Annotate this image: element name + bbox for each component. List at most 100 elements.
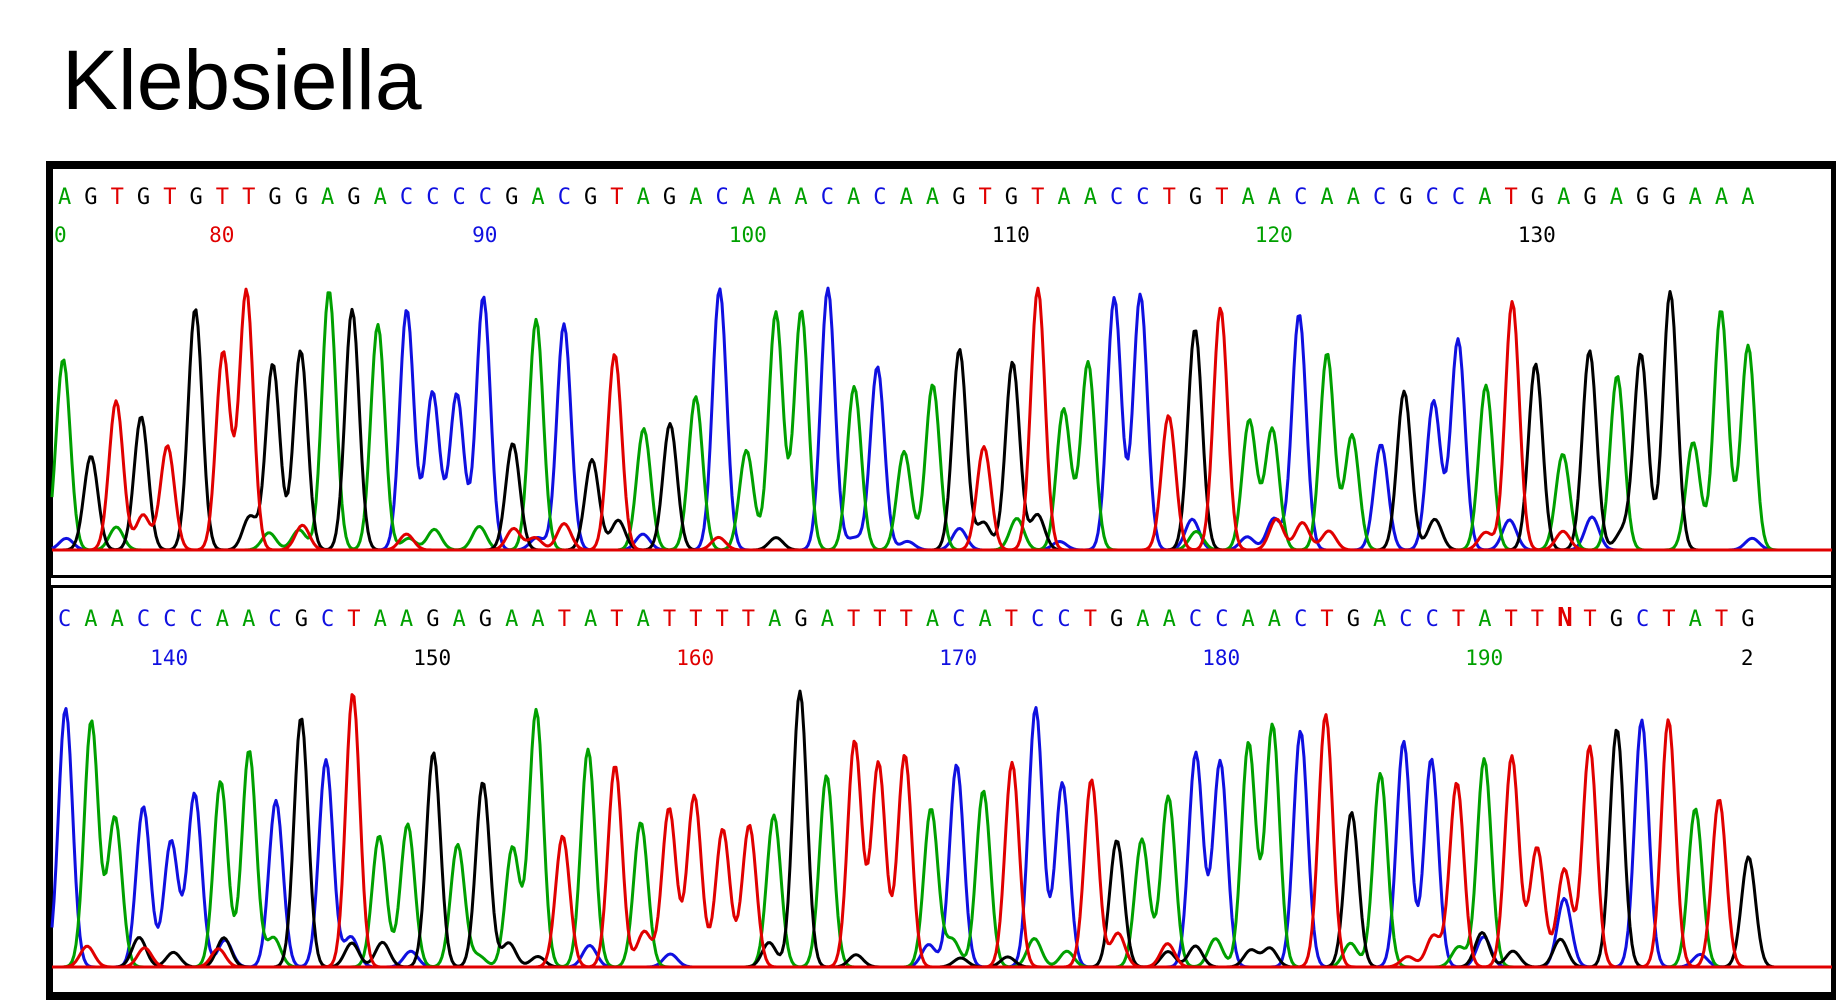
base-call: A	[1268, 607, 1281, 632]
base-call: G	[663, 185, 676, 210]
base-call: A	[689, 185, 702, 210]
base-call: A	[926, 607, 939, 632]
base-call: C	[1189, 607, 1202, 632]
base-call: T	[610, 185, 623, 210]
base-call: C	[479, 185, 492, 210]
position-label: 120	[1255, 223, 1293, 247]
base-call: G	[1347, 607, 1360, 632]
base-call: A	[531, 185, 544, 210]
base-call: A	[768, 607, 781, 632]
base-call: G	[505, 185, 518, 210]
position-label: 80	[209, 223, 234, 247]
base-call: T	[1662, 607, 1675, 632]
position-label: 100	[729, 223, 767, 247]
base-call: C	[1057, 607, 1070, 632]
base-call: A	[794, 185, 807, 210]
base-call: A	[1689, 185, 1702, 210]
base-call: C	[321, 607, 334, 632]
position-label-row: 140 150 160 170 180 190 2	[150, 646, 1753, 670]
base-call: A	[1057, 185, 1070, 210]
base-call: A	[111, 607, 124, 632]
base-call: G	[794, 607, 807, 632]
base-call: C	[1399, 607, 1412, 632]
base-call: T	[1215, 185, 1228, 210]
base-call: A	[637, 607, 650, 632]
base-call: T	[979, 185, 992, 210]
position-label: 130	[1518, 223, 1556, 247]
base-call: G	[952, 185, 965, 210]
base-call: C	[400, 185, 413, 210]
base-call: A	[1478, 185, 1491, 210]
base-call: A	[1347, 185, 1360, 210]
base-call: C	[1452, 185, 1465, 210]
base-call: T	[216, 185, 229, 210]
base-call: A	[321, 185, 334, 210]
position-label: 180	[1202, 646, 1240, 670]
position-label: 0	[54, 223, 67, 247]
base-call: A	[637, 185, 650, 210]
base-call: T	[1031, 185, 1044, 210]
base-call: C	[1294, 185, 1307, 210]
base-call: A	[58, 185, 71, 210]
trace-layer	[50, 286, 1832, 552]
base-call: A	[505, 607, 518, 632]
base-call: A	[979, 607, 992, 632]
base-call: C	[1373, 185, 1386, 210]
base-call: C	[873, 185, 886, 210]
base-call: C	[1426, 185, 1439, 210]
trace-T	[52, 286, 1832, 552]
base-call: A	[847, 185, 860, 210]
base-call: C	[1426, 607, 1439, 632]
base-call: G	[479, 607, 492, 632]
base-call: T	[663, 607, 676, 632]
position-label: 90	[472, 223, 497, 247]
base-call: T	[242, 185, 255, 210]
base-call: G	[1189, 185, 1202, 210]
page-title: Klebsiella	[62, 33, 422, 127]
base-call: A	[242, 607, 255, 632]
base-call: C	[1031, 607, 1044, 632]
base-call: T	[1005, 607, 1018, 632]
base-call: G	[295, 607, 308, 632]
base-call: T	[1531, 607, 1544, 632]
base-call: G	[426, 607, 439, 632]
base-call: A	[400, 607, 413, 632]
base-call: C	[58, 607, 71, 632]
base-call: A	[1163, 607, 1176, 632]
base-call: G	[1583, 185, 1596, 210]
base-call: T	[1163, 185, 1176, 210]
position-label: 140	[150, 646, 188, 670]
base-call: A	[1689, 607, 1702, 632]
base-call: C	[453, 185, 466, 210]
base-call: A	[584, 607, 597, 632]
base-call: C	[952, 607, 965, 632]
base-call: G	[1005, 185, 1018, 210]
base-call: G	[1741, 607, 1754, 632]
base-call: A	[1373, 607, 1386, 632]
base-call: C	[163, 607, 176, 632]
base-call: G	[1399, 185, 1412, 210]
base-call: T	[1583, 607, 1596, 632]
trace-layer	[50, 689, 1832, 969]
base-call: G	[268, 185, 281, 210]
position-label: 170	[939, 646, 977, 670]
base-call: A	[821, 607, 834, 632]
base-call: T	[1505, 185, 1518, 210]
base-call: C	[821, 185, 834, 210]
base-call: C	[1215, 607, 1228, 632]
base-call: T	[900, 607, 913, 632]
base-call: A	[742, 185, 755, 210]
base-call: T	[716, 607, 729, 632]
base-call: T	[873, 607, 886, 632]
base-call: G	[1110, 607, 1123, 632]
base-call: A	[84, 607, 97, 632]
base-call: A	[1268, 185, 1281, 210]
base-call: A	[768, 185, 781, 210]
base-call: T	[1452, 607, 1465, 632]
base-call: C	[1136, 185, 1149, 210]
position-label: 2	[1741, 646, 1754, 670]
base-call: G	[295, 185, 308, 210]
base-call: A	[1610, 185, 1623, 210]
